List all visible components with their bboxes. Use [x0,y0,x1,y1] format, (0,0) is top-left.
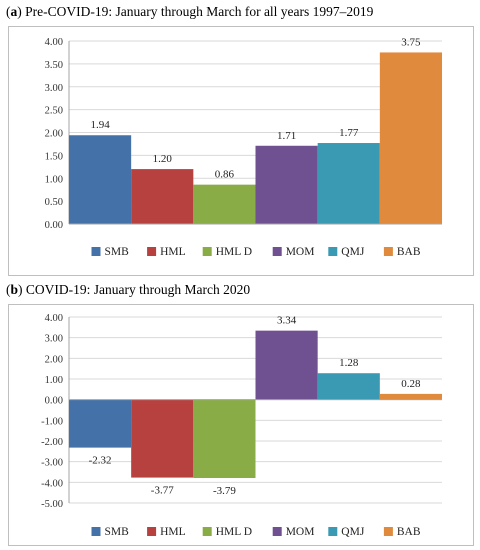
data-label: 1.94 [90,119,110,131]
caption-letter: b [10,282,19,297]
bar-hml-d [193,399,256,478]
legend-label: QMJ [341,246,365,258]
caption-text: Pre-COVID-19: January through March for … [21,4,374,19]
y-tick-label: 0.00 [45,220,63,231]
legend-swatch [272,527,282,536]
y-tick-label: 1.00 [45,375,63,386]
y-tick-label: 1.00 [45,174,63,185]
data-label: 1.28 [339,357,359,369]
legend-swatch [383,527,393,536]
caption-letter: a [10,4,18,19]
caption-panel-b: (b) COVID-19: January through March 2020 [6,282,251,297]
y-tick-label: 3.00 [45,334,63,345]
y-tick-label: 3.00 [45,83,63,94]
data-label: -3.79 [213,485,236,497]
legend-label: HML D [216,246,252,258]
data-label: 0.86 [215,169,235,181]
y-tick-label: -3.00 [41,458,63,469]
bar-smb [69,399,132,448]
bar-bab [379,52,442,224]
legend-swatch [383,247,393,256]
legend-label: BAB [397,246,421,258]
legend-label: SMB [105,246,130,258]
legend-label: SMB [105,526,130,538]
chart-panel-a: 0.00 0.50 1.00 1.50 2.00 2.50 3.00 3.50 4.00 1.94… [8,26,474,276]
caption-panel-a: (a) Pre-COVID-19: January through March … [6,4,374,19]
y-tick-label: -2.00 [41,437,63,448]
data-label: -2.32 [89,455,112,467]
legend-swatch [202,247,212,256]
y-tick-label: 3.50 [45,60,63,71]
y-tick-label: 2.50 [45,106,63,117]
caption-text: COVID-19: January through March 2020 [22,282,251,297]
y-tick-label: 0.00 [45,396,63,407]
legend-label: HML D [216,526,252,538]
y-tick-label: -4.00 [41,478,63,489]
y-tick-label: 4.00 [45,313,63,324]
y-tick-label: 2.00 [45,354,63,365]
bar-hml [131,399,194,478]
legend-swatch [272,247,282,256]
data-label: 1.71 [277,130,296,142]
legend-label: MOM [286,246,315,258]
data-label: 3.75 [401,36,421,48]
data-label: 0.28 [401,378,421,390]
y-tick-label: 1.50 [45,151,63,162]
chart-panel-b: -5.00 -4.00 -3.00 -2.00 -1.00 0.00 1.00 2.00 3.0… [8,304,474,546]
legend-swatch [328,247,338,256]
bar-qmj [317,373,380,400]
legend-swatch [328,527,338,536]
bar-hml [131,169,194,224]
bar-smb [69,135,132,224]
legend-swatch [147,247,157,256]
legend-label: QMJ [341,526,365,538]
legend-swatch [202,527,212,536]
data-label: 1.20 [153,153,173,165]
legend-swatch [91,247,101,256]
y-tick-label: 2.00 [45,129,63,140]
data-label: 3.34 [277,315,297,327]
chart-a-canvas: 0.00 0.50 1.00 1.50 2.00 2.50 3.00 3.50 4.00 1.94… [45,36,442,258]
y-tick-label: 0.50 [45,197,63,208]
legend-label: BAB [397,526,421,538]
data-label: -3.77 [151,485,174,497]
legend-swatch [91,527,101,536]
legend-label: HML [160,526,186,538]
y-tick-label: 4.00 [45,37,63,48]
bar-bab [379,393,442,400]
bar-qmj [317,143,380,224]
data-label: 1.77 [339,127,359,139]
y-tick-label: -5.00 [41,499,63,510]
bar-hml-d [193,184,256,224]
chart-b-canvas: -5.00 -4.00 -3.00 -2.00 -1.00 0.00 1.00 2.00 3.0… [41,313,442,538]
legend-swatch [147,527,157,536]
y-tick-label: -1.00 [41,416,63,427]
legend-label: MOM [286,526,315,538]
bar-mom [255,145,318,224]
bar-mom [255,330,318,400]
legend-label: HML [160,246,186,258]
